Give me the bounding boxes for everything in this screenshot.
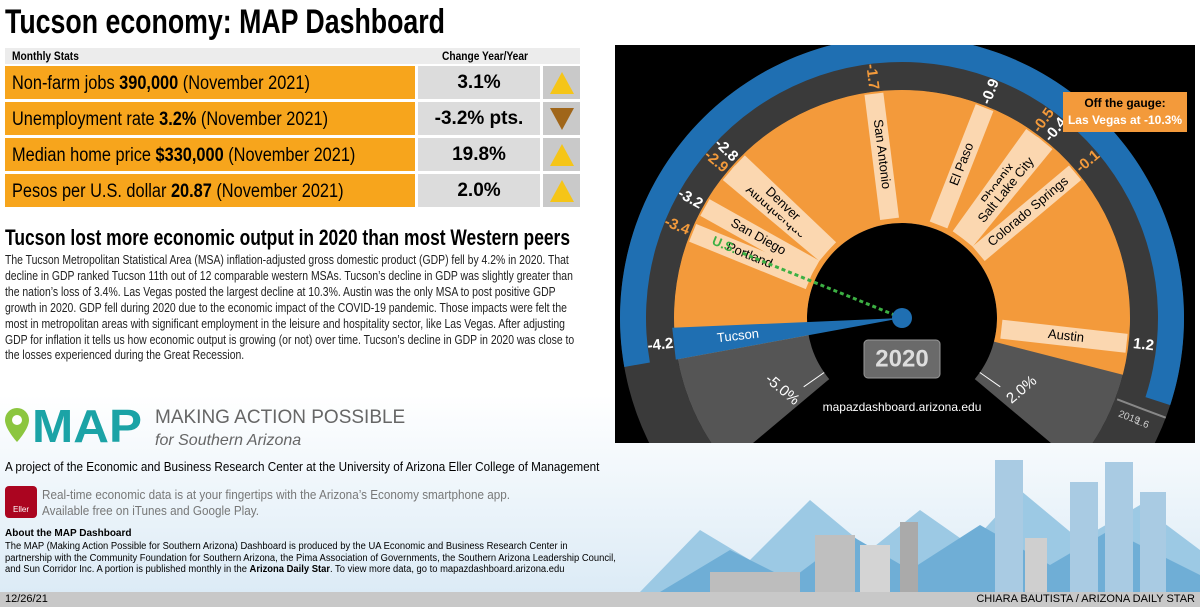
city-band: [929, 104, 994, 229]
column-header: Monthly Stats: [12, 49, 79, 63]
value-label: -1.7: [862, 63, 882, 91]
year-box: [863, 339, 941, 379]
city-label: Tucson: [716, 326, 760, 346]
about-text: . To view more data, go to mapazdashboar…: [330, 564, 565, 575]
prior-marker: [1116, 398, 1167, 419]
table-row: Non-farm jobs 390,000 (November 2021) 3.1…: [5, 66, 580, 99]
stat-label: Pesos per U.S. dollar: [12, 181, 167, 202]
skyline: [640, 460, 1200, 592]
arrow-down: [550, 108, 574, 130]
footer-date: 12/26/21: [5, 593, 48, 605]
arrow-up: [550, 144, 574, 166]
row-label-cell: Non-farm jobs 390,000 (November 2021): [5, 66, 415, 99]
city-band: [972, 165, 1082, 261]
row-label: Unemployment rate 3.2% (November 2021): [12, 109, 328, 131]
building: [1070, 482, 1098, 592]
row-label: Pesos per U.S. dollar 20.87 (November 20…: [12, 181, 344, 203]
app-text: Real-time economic data is at your finge…: [42, 487, 511, 502]
app-icon: Eller: [5, 486, 37, 518]
stat-period: (November 2021): [182, 73, 310, 94]
mountains: [660, 525, 1200, 592]
building: [860, 545, 890, 592]
reference-line: [739, 250, 903, 320]
gauge-chart: Growth rate of real GDP (2020)Tucson-4.2…: [615, 45, 1195, 443]
city-band: [731, 155, 837, 256]
pivot: [892, 308, 912, 328]
logo-text: MAP: [32, 400, 142, 452]
value-label: 1.2: [1132, 335, 1155, 354]
map-logo: MAP MAKING ACTION POSSIBLE for Southern …: [5, 400, 405, 452]
city-band: [700, 199, 820, 278]
stat-period: (November 2021): [216, 181, 344, 202]
city-band: [957, 137, 1053, 247]
about-body: The MAP (Making Action Possible for Sout…: [5, 541, 616, 576]
building: [1025, 538, 1047, 592]
row-label-cell: Median home price $330,000 (November 202…: [5, 138, 415, 171]
building: [900, 522, 918, 592]
article-heading-box: Tucson lost more economic output in 2020…: [5, 225, 570, 250]
row-label-cell: Unemployment rate 3.2% (November 2021): [5, 102, 415, 135]
row-label: Non-farm jobs 390,000 (November 2021): [12, 73, 310, 95]
city-label: Austin: [1047, 326, 1085, 345]
table-row: Unemployment rate 3.2% (November 2021) -3…: [5, 102, 580, 135]
about-text: The MAP (Making Action Possible for Sout…: [5, 541, 616, 575]
stat-period: (November 2021): [200, 109, 329, 130]
app-text: Available free on iTunes and Google Play…: [42, 503, 260, 518]
tick-mark: [803, 372, 825, 388]
tick-mark: [979, 372, 1001, 388]
stat-label: Non-farm jobs: [12, 73, 115, 94]
article-body: The Tucson Metropolitan Statistical Area…: [5, 252, 575, 363]
stat-label: Unemployment rate: [12, 109, 155, 130]
stat-figure: 20.87: [170, 181, 212, 202]
footer: 12/26/21 CHIARA BAUTISTA / ARIZONA DAILY…: [0, 592, 1200, 607]
table-row: Median home price $330,000 (November 202…: [5, 138, 580, 171]
row-label-cell: Pesos per U.S. dollar 20.87 (November 20…: [5, 174, 415, 207]
row-label: Median home price $330,000 (November 202…: [12, 145, 355, 167]
value-label: -4.2: [647, 335, 675, 355]
annotation-text: Las Vegas at -10.3%: [1068, 113, 1182, 127]
city-band: [1000, 319, 1128, 353]
page-title: Tucson economy: MAP Dashboard: [5, 3, 445, 41]
building: [815, 535, 855, 592]
building: [710, 572, 800, 592]
building: [995, 460, 1023, 592]
stat-change: 2.0%: [418, 174, 540, 207]
year-label: 2020: [875, 345, 928, 372]
highlight-wedge: [672, 318, 902, 360]
gauge-url: mapazdashboard.arizona.edu: [823, 400, 982, 414]
stat-change: 19.8%: [418, 138, 540, 171]
annotation-box: [1063, 92, 1187, 132]
stat-figure: 390,000: [119, 73, 179, 94]
arrow-cell: [543, 66, 580, 99]
column-header: Change Year/Year: [441, 49, 529, 63]
prior-value: 1.6: [1133, 416, 1150, 431]
arrow-cell: [543, 102, 580, 135]
project-text: A project of the Economic and Business R…: [5, 459, 600, 474]
arrow-up: [550, 72, 574, 94]
stat-figure: 3.2%: [159, 109, 197, 130]
stat-period: (November 2021): [228, 145, 356, 166]
article-heading: Tucson lost more economic output in 2020…: [5, 225, 570, 250]
building: [1140, 492, 1166, 592]
city-band: [864, 92, 899, 220]
logo-name: MAKING ACTION POSSIBLE: [155, 407, 405, 428]
stat-change: -3.2% pts.: [418, 102, 540, 135]
annotation-title: Off the gauge:: [1084, 96, 1165, 110]
building: [1105, 462, 1133, 592]
footer-credit: CHIARA BAUTISTA / ARIZONA DAILY STAR: [976, 593, 1195, 605]
arrow-cell: [543, 138, 580, 171]
about-text: Arizona Daily Star: [249, 564, 331, 575]
about-heading: About the MAP Dashboard: [5, 528, 132, 539]
pin-hole: [12, 415, 22, 425]
stat-label: Median home price: [12, 145, 151, 166]
stat-figure: $330,000: [155, 145, 224, 166]
title-box: Tucson economy: MAP Dashboard: [5, 3, 445, 41]
arrow-up: [550, 180, 574, 202]
table-header: Monthly Stats Change Year/Year: [5, 48, 580, 64]
stat-change: 3.1%: [418, 66, 540, 99]
table-row: Pesos per U.S. dollar 20.87 (November 20…: [5, 174, 580, 207]
arrow-cell: [543, 174, 580, 207]
logo-tagline: for Southern Arizona: [155, 432, 301, 449]
